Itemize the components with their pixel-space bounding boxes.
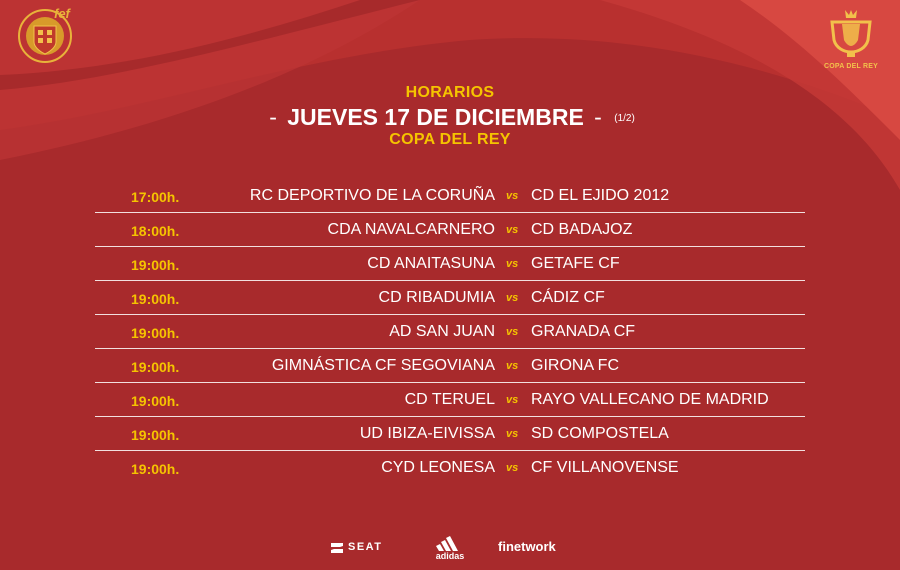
seat-wordmark: SEAT bbox=[348, 541, 383, 553]
sponsor-bar: SEAT adidas finetwork bbox=[0, 532, 900, 562]
home-team: CD RIBADUMIA bbox=[378, 289, 495, 306]
kickoff-time: 19:00h. bbox=[131, 427, 180, 443]
adidas-stripes-icon bbox=[436, 536, 458, 551]
away-team: CÁDIZ CF bbox=[531, 289, 605, 306]
versus-label: vs bbox=[506, 326, 519, 338]
away-team: GIRONA FC bbox=[531, 357, 620, 374]
copa-del-rey-logo: COPA DEL REY bbox=[818, 6, 884, 76]
away-team: CD BADAJOZ bbox=[531, 221, 633, 238]
cup-logo-text: COPA DEL REY bbox=[823, 63, 878, 70]
seat-emblem-icon bbox=[331, 543, 343, 553]
competition-name: COPA DEL REY bbox=[389, 131, 511, 148]
away-team: CD EL EJIDO 2012 bbox=[531, 187, 670, 204]
home-team: GIMNÁSTICA CF SEGOVIANA bbox=[271, 357, 495, 374]
kickoff-time: 19:00h. bbox=[131, 359, 180, 375]
home-team: UD IBIZA-EIVISSA bbox=[359, 425, 495, 442]
kickoff-time: 18:00h. bbox=[131, 223, 180, 239]
kickoff-time: 17:00h. bbox=[131, 189, 180, 205]
match-row: 19:00h. GIMNÁSTICA CF SEGOVIANA vs GIRON… bbox=[95, 349, 805, 383]
match-row: 19:00h. CYD LEONESA vs CF VILLANOVENSE bbox=[95, 451, 805, 484]
match-row: 19:00h. CD TERUEL vs RAYO VALLECANO DE M… bbox=[95, 383, 805, 417]
match-row: 18:00h. CDA NAVALCARNERO vs CD BADAJOZ bbox=[95, 213, 805, 247]
match-row: 19:00h. CD RIBADUMIA vs CÁDIZ CF bbox=[95, 281, 805, 315]
home-team: CD ANAITASUNA bbox=[367, 255, 495, 272]
versus-label: vs bbox=[506, 292, 519, 304]
home-team: CDA NAVALCARNERO bbox=[327, 221, 495, 238]
match-row: 19:00h. UD IBIZA-EIVISSA vs SD COMPOSTEL… bbox=[95, 417, 805, 451]
away-team: GETAFE CF bbox=[531, 255, 620, 272]
home-team: RC DEPORTIVO DE LA CORUÑA bbox=[249, 187, 495, 204]
match-row: 19:00h. CD ANAITASUNA vs GETAFE CF bbox=[95, 247, 805, 281]
svg-text:fef: fef bbox=[54, 6, 72, 21]
copa-del-rey-trophy-icon bbox=[830, 10, 872, 57]
finetwork-logo: finetwork bbox=[498, 539, 556, 554]
away-team: GRANADA CF bbox=[531, 323, 636, 340]
away-team: SD COMPOSTELA bbox=[531, 425, 669, 442]
title-dash-left: - bbox=[269, 104, 277, 130]
page-indicator: (1/2) bbox=[614, 113, 635, 125]
versus-label: vs bbox=[506, 394, 519, 406]
seat-logo: SEAT bbox=[331, 541, 383, 553]
kickoff-time: 19:00h. bbox=[131, 257, 180, 273]
kickoff-time: 19:00h. bbox=[131, 325, 180, 341]
match-row: 19:00h. AD SAN JUAN vs GRANADA CF bbox=[95, 315, 805, 349]
schedule-subtitle: HORARIOS bbox=[405, 84, 495, 101]
versus-label: vs bbox=[506, 190, 519, 202]
versus-label: vs bbox=[506, 258, 519, 270]
rfef-crest-icon: fef bbox=[18, 6, 72, 63]
match-list: 17:00h. RC DEPORTIVO DE LA CORUÑA vs CD … bbox=[95, 179, 805, 484]
versus-label: vs bbox=[506, 224, 519, 236]
home-team: CD TERUEL bbox=[404, 391, 495, 408]
adidas-wordmark: adidas bbox=[435, 551, 465, 561]
kickoff-time: 19:00h. bbox=[131, 393, 180, 409]
kickoff-time: 19:00h. bbox=[131, 291, 180, 307]
kickoff-time: 19:00h. bbox=[131, 461, 180, 477]
versus-label: vs bbox=[506, 462, 519, 474]
match-row: 17:00h. RC DEPORTIVO DE LA CORUÑA vs CD … bbox=[95, 179, 805, 213]
match-date: JUEVES 17 DE DICIEMBRE bbox=[287, 104, 584, 130]
page-title: - JUEVES 17 DE DICIEMBRE - (1/2) bbox=[0, 104, 900, 131]
away-team: RAYO VALLECANO DE MADRID bbox=[531, 391, 769, 408]
versus-label: vs bbox=[506, 360, 519, 372]
adidas-logo: adidas bbox=[430, 535, 470, 561]
home-team: AD SAN JUAN bbox=[389, 323, 495, 340]
title-dash-right: - bbox=[594, 104, 602, 130]
versus-label: vs bbox=[506, 428, 519, 440]
home-team: CYD LEONESA bbox=[381, 459, 495, 476]
away-team: CF VILLANOVENSE bbox=[531, 459, 679, 476]
